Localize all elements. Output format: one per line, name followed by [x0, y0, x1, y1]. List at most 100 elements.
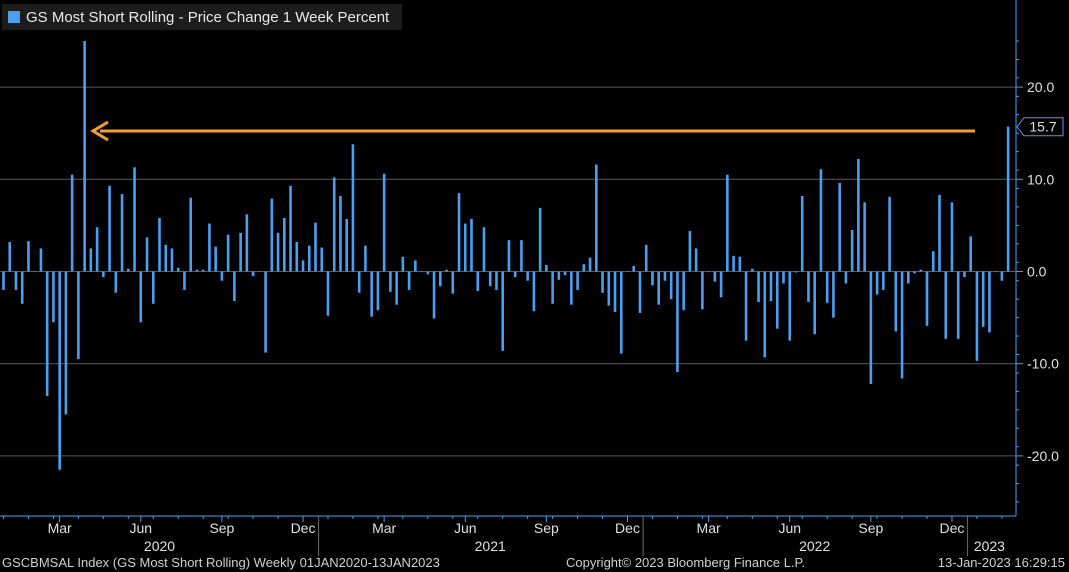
- bar: [919, 269, 923, 272]
- bar: [663, 271, 667, 281]
- bar: [563, 271, 567, 276]
- axes: [0, 0, 1023, 522]
- bar: [744, 271, 748, 341]
- bar: [794, 271, 798, 273]
- bar: [894, 271, 898, 332]
- bar: [613, 271, 617, 313]
- bar: [582, 264, 586, 272]
- bar: [376, 271, 380, 311]
- x-tick-label: Jun: [454, 520, 477, 536]
- x-tick-label: Sep: [534, 520, 559, 536]
- bar: [981, 271, 985, 327]
- bar: [588, 257, 592, 272]
- bar: [432, 271, 436, 319]
- bar: [220, 271, 224, 281]
- bar: [52, 271, 55, 323]
- bar: [488, 271, 492, 287]
- bar: [607, 271, 611, 306]
- bar: [463, 223, 467, 272]
- bar: [176, 267, 180, 272]
- bar: [170, 248, 174, 272]
- bar: [619, 271, 623, 354]
- bar: [258, 271, 261, 273]
- bar: [988, 271, 991, 333]
- bar: [451, 271, 455, 294]
- bar: [214, 246, 217, 272]
- last-value-tag: [1016, 117, 1064, 137]
- bar: [33, 271, 36, 273]
- bar: [14, 271, 18, 290]
- bar: [782, 271, 785, 284]
- bar: [844, 271, 848, 284]
- bar: [925, 271, 929, 326]
- bar: [682, 271, 685, 311]
- year-separators: [318, 516, 969, 556]
- bar: [869, 271, 873, 384]
- bar: [769, 271, 773, 302]
- x-tick-label: Sep: [858, 520, 883, 536]
- x-tick-label: Dec: [291, 520, 316, 536]
- bars: [2, 41, 1010, 470]
- year-label: 2020: [144, 538, 175, 554]
- bar: [233, 271, 236, 302]
- y-tick-label: 0.0: [1027, 264, 1047, 280]
- bar: [183, 271, 186, 290]
- bar: [476, 271, 480, 291]
- bar: [557, 271, 561, 280]
- bar: [545, 265, 548, 272]
- x-tick-label: Jun: [778, 520, 801, 536]
- bar: [414, 260, 417, 272]
- bar: [595, 164, 598, 272]
- bar: [875, 271, 879, 295]
- bar: [58, 271, 61, 470]
- bar: [2, 271, 5, 290]
- bar: [832, 271, 835, 318]
- x-tick-label: Sep: [209, 520, 234, 536]
- bar: [907, 271, 910, 284]
- year-label: 2023: [974, 538, 1005, 554]
- bar: [201, 269, 205, 272]
- footer-timestamp: 13-Jan-2023 16:29:15: [937, 555, 1065, 570]
- bar: [863, 202, 866, 272]
- bar: [570, 271, 573, 305]
- x-tick-label: Dec: [940, 520, 965, 536]
- bar: [133, 167, 136, 272]
- bar: [676, 271, 679, 372]
- bar: [439, 271, 442, 287]
- bar: [283, 218, 286, 272]
- bar: [950, 202, 954, 272]
- bar: [576, 271, 579, 290]
- bar: [382, 173, 386, 272]
- bar: [719, 271, 723, 298]
- bar: [114, 271, 118, 293]
- bar: [351, 144, 355, 272]
- x-tick-label: Mar: [372, 520, 396, 536]
- bar: [601, 271, 604, 293]
- bar: [1006, 126, 1010, 272]
- bar: [994, 271, 997, 273]
- bar: [357, 271, 361, 293]
- bar: [89, 248, 93, 272]
- bar: [189, 197, 192, 272]
- annotation-arrow: [90, 120, 975, 142]
- bar: [513, 271, 517, 278]
- bar: [270, 198, 274, 272]
- bar: [314, 222, 317, 272]
- bar: [938, 194, 941, 272]
- bar: [975, 271, 979, 361]
- bar: [226, 234, 230, 272]
- bar: [956, 271, 960, 339]
- bar: [788, 271, 792, 341]
- bar: [307, 245, 311, 272]
- bar: [651, 271, 654, 286]
- bar: [838, 182, 841, 272]
- bar: [526, 271, 529, 281]
- x-tick-label: Dec: [615, 520, 640, 536]
- bar: [407, 271, 411, 290]
- bar: [332, 177, 336, 272]
- bar: [108, 185, 111, 272]
- bar: [339, 195, 342, 272]
- bar: [158, 218, 161, 272]
- bar: [389, 271, 392, 292]
